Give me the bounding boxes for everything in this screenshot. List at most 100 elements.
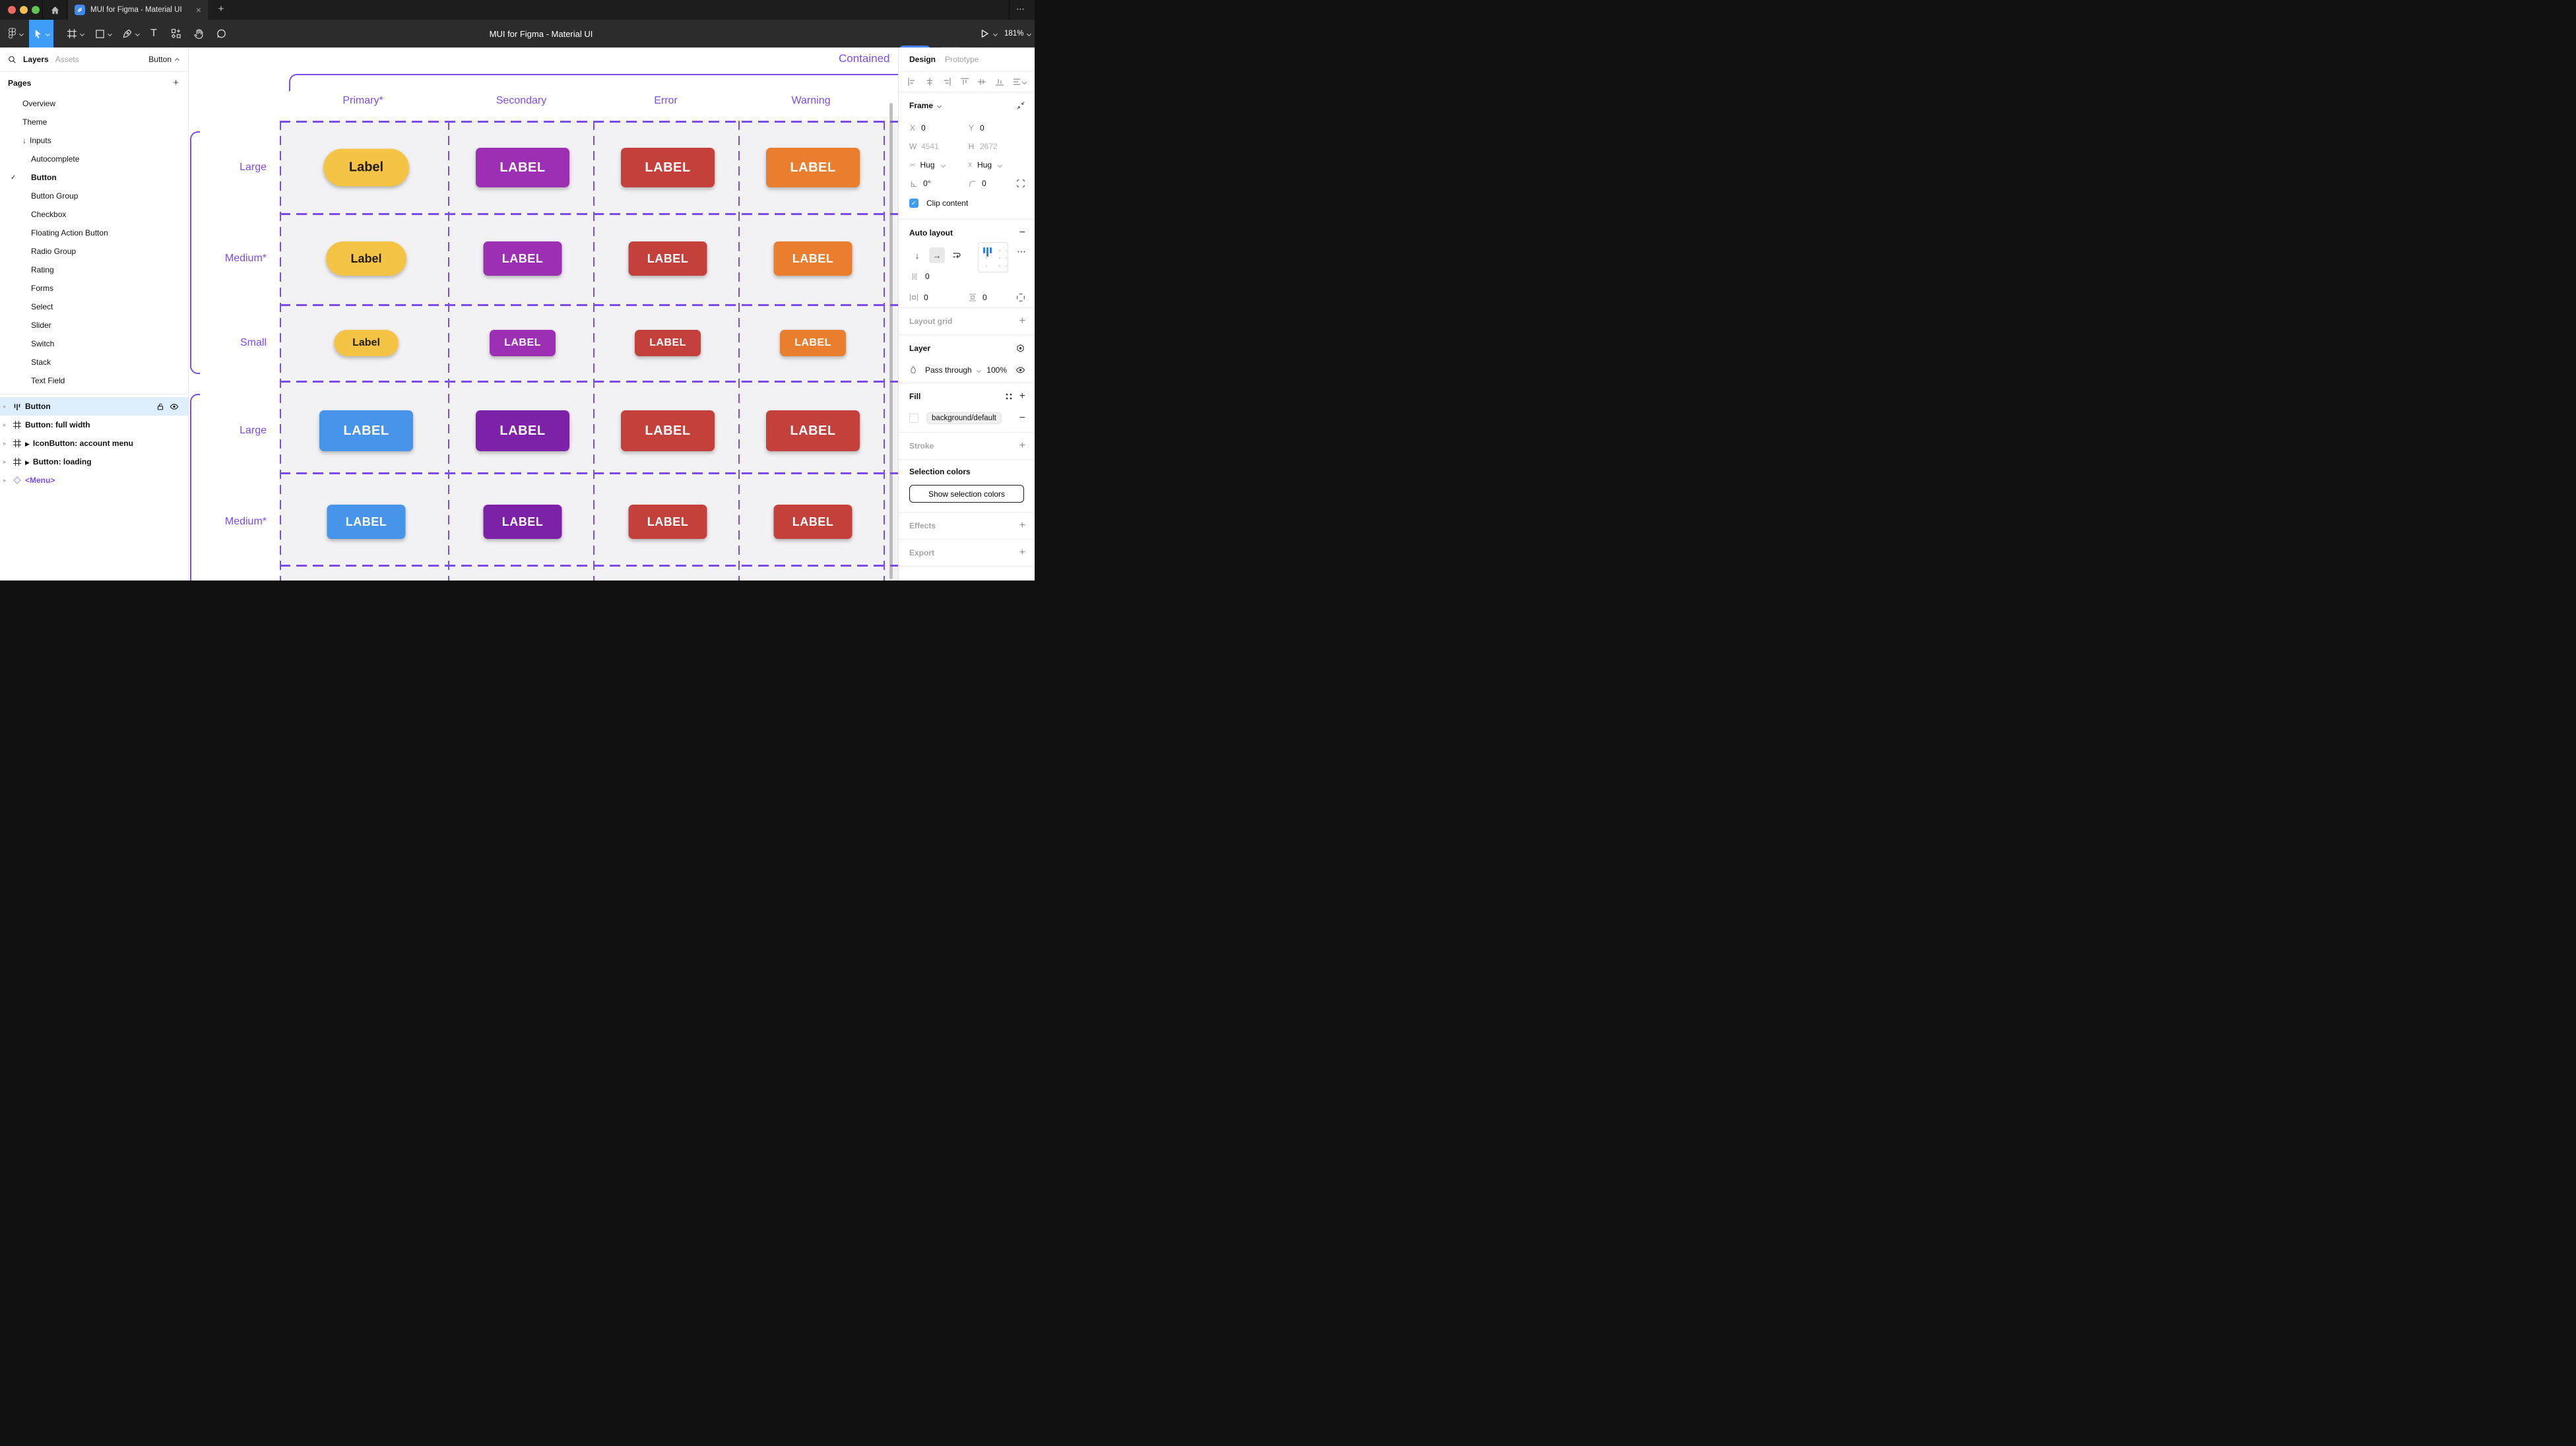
expand-chevron-icon[interactable]: ▸: [3, 421, 7, 428]
visibility-eye-icon[interactable]: [1015, 366, 1025, 374]
tab-prototype[interactable]: Prototype: [945, 55, 979, 64]
canvas-button[interactable]: LABEL: [635, 330, 701, 356]
expand-chevron-icon[interactable]: ▸: [3, 476, 7, 484]
page-item-radio-group[interactable]: Radio Group: [0, 242, 188, 261]
independent-padding-icon[interactable]: [1016, 293, 1025, 302]
horizontal-sizing-dropdown[interactable]: >< Hug: [909, 160, 965, 170]
canvas-button[interactable]: LABEL: [628, 505, 707, 539]
search-icon[interactable]: [8, 55, 16, 64]
canvas-button[interactable]: LABEL: [780, 330, 846, 356]
canvas-button[interactable]: LABEL: [490, 330, 556, 356]
canvas-button[interactable]: LABEL: [628, 241, 707, 276]
canvas-button[interactable]: LABEL: [319, 410, 413, 451]
file-tab[interactable]: MUI for Figma - Material UI ×: [68, 0, 208, 20]
add-export-button[interactable]: +: [1019, 547, 1025, 558]
canvas-button[interactable]: LABEL: [773, 505, 853, 539]
comment-tool-button[interactable]: [211, 20, 231, 47]
page-item-inputs[interactable]: ↓ Inputs: [0, 131, 188, 150]
row-label-large[interactable]: Large: [240, 162, 267, 173]
canvas-button[interactable]: LABEL: [766, 410, 860, 451]
eye-icon[interactable]: [170, 403, 179, 410]
rotation-field[interactable]: 0°: [909, 179, 965, 188]
page-item-forms[interactable]: Forms: [0, 279, 188, 298]
add-stroke-button[interactable]: +: [1019, 440, 1025, 451]
fill-style-chip[interactable]: background/default: [926, 412, 1002, 424]
add-layout-grid-button[interactable]: +: [1019, 315, 1025, 327]
layer-item-button[interactable]: ▸ Button: [0, 397, 188, 416]
remove-auto-layout-button[interactable]: −: [1019, 227, 1025, 238]
layer-item--menu-[interactable]: ▸ <Menu>: [0, 471, 188, 489]
canvas-button[interactable]: LABEL: [773, 241, 853, 276]
page-item-slider[interactable]: Slider: [0, 316, 188, 334]
vertical-sizing-dropdown[interactable]: X Hug: [968, 160, 1024, 170]
tab-assets[interactable]: Assets: [55, 55, 79, 64]
styles-icon[interactable]: [1005, 393, 1013, 400]
layer-opacity-value[interactable]: 100%: [986, 365, 1007, 375]
expand-chevron-icon[interactable]: ▸: [3, 402, 7, 410]
column-header-secondary[interactable]: Secondary: [496, 95, 547, 106]
align-vertical-center-icon[interactable]: [977, 77, 986, 86]
layer-item-iconbutton-account-menu[interactable]: ▸ ▶ IconButton: account menu: [0, 434, 188, 453]
distribute-menu-button[interactable]: [1012, 77, 1027, 86]
align-right-icon[interactable]: [942, 77, 951, 86]
clip-content-checkbox[interactable]: ✓: [909, 199, 918, 208]
horizontal-padding-field[interactable]: 0: [909, 293, 965, 302]
row-label-medium[interactable]: Medium*: [224, 516, 267, 527]
canvas-button[interactable]: LABEL: [621, 148, 715, 187]
frame-section-header[interactable]: Frame: [909, 92, 1025, 119]
tab-close-icon[interactable]: ×: [195, 5, 201, 15]
canvas-button[interactable]: Label: [323, 148, 409, 187]
width-field[interactable]: W 4541: [909, 142, 939, 151]
canvas-scrollbar[interactable]: [889, 103, 893, 579]
row-label-large[interactable]: Large: [240, 425, 267, 436]
gap-field[interactable]: ]|[0: [909, 272, 966, 281]
page-item-select[interactable]: Select: [0, 298, 188, 316]
align-top-icon[interactable]: [960, 77, 969, 86]
resources-tool-button[interactable]: [165, 20, 187, 47]
canvas-button[interactable]: LABEL: [476, 410, 569, 451]
traffic-close-button[interactable]: [8, 6, 16, 14]
fill-color-swatch[interactable]: [909, 414, 918, 423]
direction-right-button[interactable]: →: [929, 247, 945, 263]
present-button[interactable]: [981, 20, 998, 47]
canvas-button[interactable]: Label: [326, 241, 406, 276]
height-field[interactable]: H 2672: [968, 142, 998, 151]
remove-fill-button[interactable]: −: [1019, 412, 1025, 424]
window-overflow-menu[interactable]: ⋯: [1016, 4, 1025, 14]
pen-tool-button[interactable]: [117, 20, 144, 47]
main-menu-button[interactable]: [4, 20, 26, 47]
traffic-minimize-button[interactable]: [20, 6, 28, 14]
auto-layout-more-button[interactable]: ⋯: [1017, 246, 1027, 257]
expand-chevron-icon[interactable]: ▸: [3, 458, 7, 465]
add-page-button[interactable]: +: [173, 77, 179, 88]
add-effect-button[interactable]: +: [1019, 520, 1025, 531]
show-selection-colors-button[interactable]: Show selection colors: [909, 485, 1024, 503]
align-bottom-icon[interactable]: [995, 77, 1004, 86]
hand-tool-button[interactable]: [189, 20, 209, 47]
alignment-widget[interactable]: [978, 242, 1008, 272]
move-tool-button[interactable]: [29, 20, 53, 47]
align-left-icon[interactable]: [907, 77, 917, 86]
resize-to-fit-icon[interactable]: [1016, 101, 1025, 110]
canvas-button[interactable]: LABEL: [327, 505, 406, 539]
page-item-switch[interactable]: Switch: [0, 334, 188, 353]
page-item-floating-action-button[interactable]: Floating Action Button: [0, 224, 188, 242]
corner-radius-field[interactable]: 0: [968, 179, 1024, 188]
row-label-medium[interactable]: Medium*: [224, 253, 267, 264]
blend-mode-dropdown[interactable]: Pass through: [925, 365, 972, 375]
canvas-button[interactable]: LABEL: [766, 148, 860, 187]
expand-chevron-icon[interactable]: ▸: [3, 439, 7, 447]
shape-tool-button[interactable]: [90, 20, 116, 47]
canvas-button[interactable]: LABEL: [621, 410, 715, 451]
frame-tool-button[interactable]: [62, 20, 88, 47]
column-header-error[interactable]: Error: [654, 95, 678, 106]
page-jump-chip[interactable]: Button: [148, 55, 180, 64]
column-header-warning[interactable]: Warning: [791, 95, 831, 106]
page-item-button-group[interactable]: Button Group: [0, 187, 188, 205]
page-item-button[interactable]: ✓ Button: [0, 168, 188, 187]
text-tool-button[interactable]: T: [144, 20, 164, 47]
canvas-button[interactable]: LABEL: [476, 148, 569, 187]
contained-frame-title[interactable]: Contained: [839, 52, 890, 65]
